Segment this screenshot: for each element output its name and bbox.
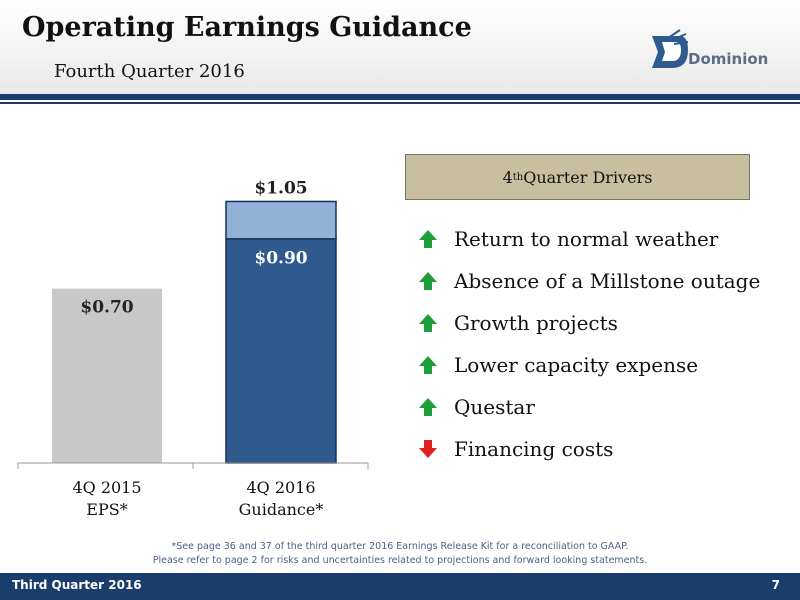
driver-label: Return to normal weather [454, 227, 719, 251]
x-tick-label: 4Q 2015 [72, 478, 141, 497]
x-tick-label: EPS* [86, 500, 127, 519]
bar-2-base [225, 238, 337, 464]
footnote-line-1: *See page 36 and 37 of the third quarter… [171, 541, 629, 552]
driver-item: Absence of a Millstone outage [418, 260, 788, 302]
arrow-up-icon [419, 398, 437, 416]
x-tick-label: Guidance* [239, 500, 324, 519]
slide-footer: Third Quarter 2016 7 [0, 573, 800, 600]
driver-item: Financing costs [418, 428, 788, 470]
footnote: *See page 36 and 37 of the third quarter… [0, 540, 800, 568]
header-rule-thin [0, 102, 800, 104]
page-subtitle: Fourth Quarter 2016 [54, 61, 245, 82]
arrow-up-icon [419, 230, 437, 248]
bar-2-increment [225, 200, 337, 240]
drivers-list: Return to normal weather Absence of a Mil… [418, 218, 788, 470]
driver-item: Growth projects [418, 302, 788, 344]
driver-item: Questar [418, 386, 788, 428]
page-number: 7 [771, 578, 780, 592]
footnote-line-2: Please refer to page 2 for risks and unc… [152, 555, 648, 566]
driver-item: Return to normal weather [418, 218, 788, 260]
arrow-up-icon [419, 272, 437, 290]
eps-bar-chart: $0.70 $0.90 $1.05 4Q 2015 EPS* 4Q 2016 Guidanc… [17, 178, 369, 519]
arrow-down-icon [419, 440, 437, 458]
dominion-logo-icon [652, 29, 689, 68]
x-tick-label: 4Q 2016 [246, 478, 315, 497]
data-label: $1.05 [254, 178, 307, 198]
driver-label: Financing costs [454, 437, 614, 461]
dominion-logo: Dominion [650, 28, 790, 78]
arrow-up-icon [419, 356, 437, 374]
bar-1-base [52, 288, 162, 463]
driver-item: Lower capacity expense [418, 344, 788, 386]
drivers-heading-text: Quarter Drivers [523, 167, 653, 187]
drivers-heading-number: 4 [502, 167, 513, 187]
drivers-heading-sup: th [512, 171, 524, 183]
driver-label: Lower capacity expense [454, 353, 699, 377]
driver-label: Questar [454, 395, 535, 419]
header-rule [0, 94, 800, 100]
footer-label: Third Quarter 2016 [12, 578, 142, 592]
driver-label: Growth projects [454, 311, 618, 335]
logo-text: Dominion [688, 50, 769, 68]
data-label: $0.70 [80, 298, 133, 318]
slide-header: Operating Earnings Guidance Fourth Quart… [0, 0, 800, 94]
page-title: Operating Earnings Guidance [22, 12, 472, 43]
driver-label: Absence of a Millstone outage [454, 269, 761, 293]
data-label: $0.90 [254, 248, 307, 268]
arrow-up-icon [419, 314, 437, 332]
